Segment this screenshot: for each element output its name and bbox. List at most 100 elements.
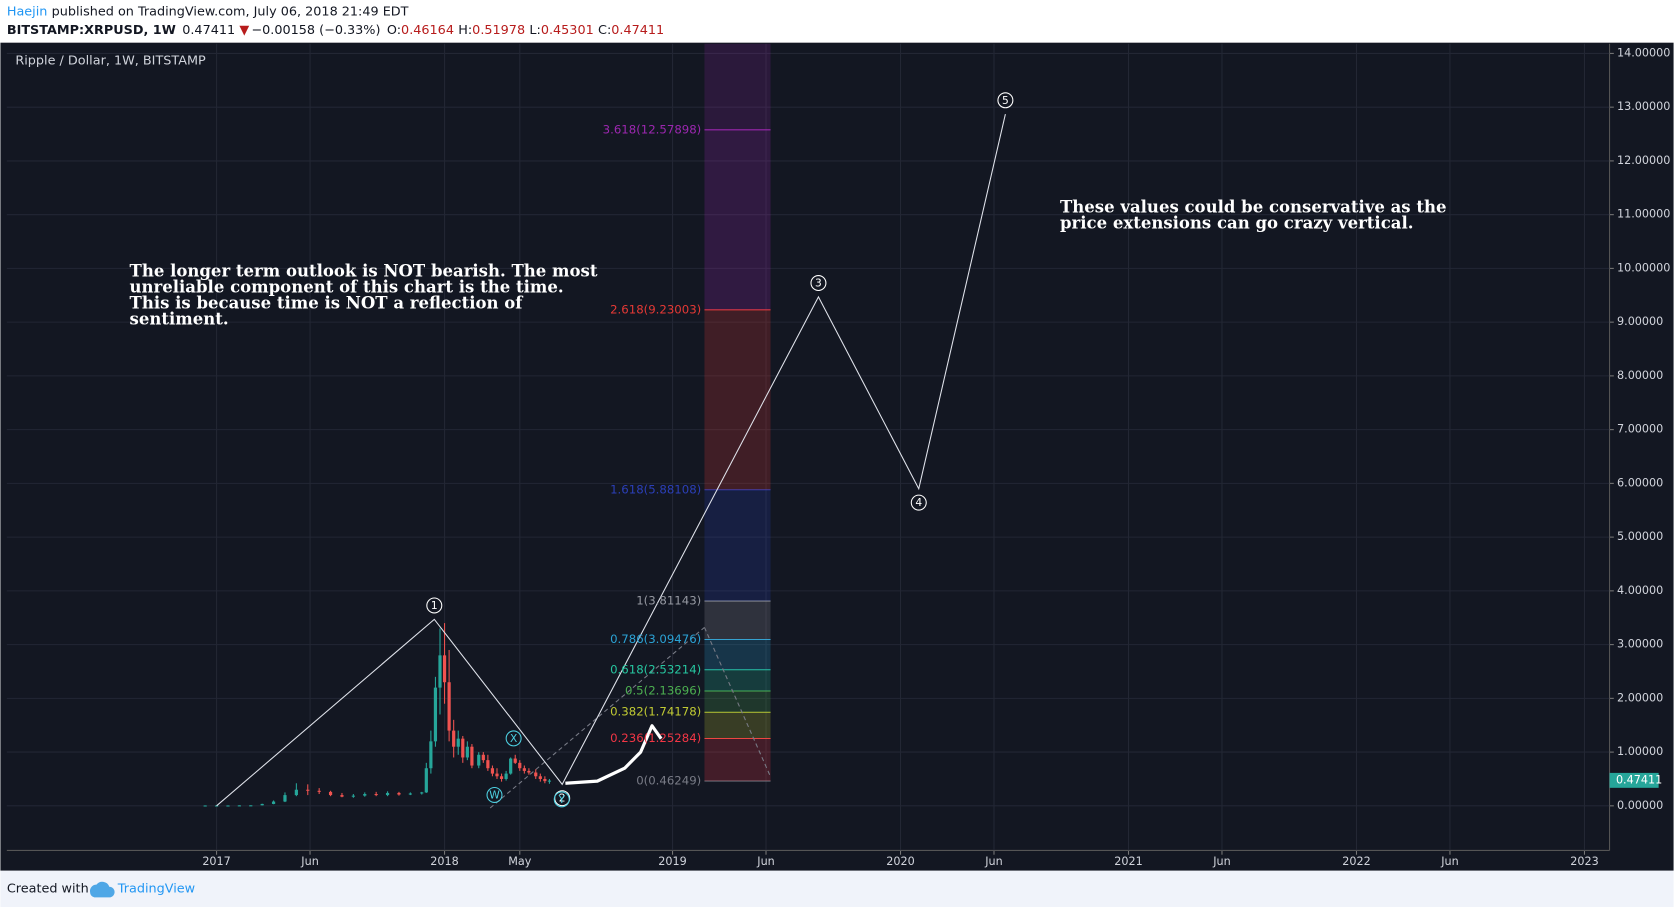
candle-body — [237, 805, 241, 807]
fib-zone — [704, 738, 771, 781]
candle-body — [260, 803, 264, 806]
x-tick-label: 2017 — [202, 855, 230, 868]
fib-label: 0.786(3.09476) — [610, 632, 701, 646]
candle-body — [499, 776, 504, 779]
corrective-circle — [553, 791, 570, 808]
candle-body — [317, 790, 321, 792]
fib-label: 0.5(2.13696) — [625, 683, 701, 697]
candle-body — [486, 760, 490, 769]
wave-label: 5 — [1002, 94, 1009, 107]
candle-body — [538, 776, 542, 779]
wave-label: 4 — [915, 496, 922, 509]
y-tick-label: 13.00000 — [1617, 100, 1670, 113]
candle-body — [271, 801, 276, 804]
fib-zone — [704, 309, 771, 490]
annotation: sentiment. — [130, 309, 229, 329]
candle-body — [518, 762, 522, 769]
y-tick-label: 2.00000 — [1617, 691, 1663, 704]
candle-body — [363, 794, 367, 796]
y-tick-label: 8.00000 — [1617, 369, 1663, 382]
wave-label: 1 — [431, 599, 438, 612]
candle-body — [408, 793, 412, 795]
footer-bg — [0, 870, 1674, 907]
corrective-label: Y — [557, 793, 565, 806]
fib-zone — [704, 129, 771, 310]
corrective-circle — [505, 730, 522, 747]
y-tick-label: 9.00000 — [1617, 315, 1663, 328]
annotation: These values could be conservative as th… — [1060, 197, 1447, 217]
candle-body — [397, 792, 401, 795]
candle-body — [420, 792, 424, 794]
candle-body — [490, 768, 495, 774]
fib-zone — [704, 43, 771, 130]
last-price-label: 0.47411 — [1616, 773, 1662, 786]
y-tick-label: 7.00000 — [1617, 423, 1663, 436]
annotation: This is because time is NOT a reflection… — [130, 293, 524, 313]
y-tick-label: 1.00000 — [1617, 745, 1663, 758]
annotation: The longer term outlook is NOT bearish. … — [130, 261, 598, 281]
y-tick-label: 6.00000 — [1617, 476, 1663, 489]
wave-label-circle — [810, 275, 827, 292]
x-tick-label: 2022 — [1342, 855, 1370, 868]
y-tick-label: 12.00000 — [1617, 154, 1670, 167]
candle-body — [438, 655, 442, 688]
x-tick-label: 2023 — [1570, 855, 1598, 868]
x-tick-label: 2021 — [1114, 855, 1142, 868]
publish-line: Haejin published on TradingView.com, July… — [7, 4, 409, 19]
brand[interactable]: TradingView — [117, 881, 195, 896]
candle-body — [527, 770, 531, 773]
candle-body — [534, 772, 538, 777]
fib-label: 0.236(1.25284) — [610, 731, 701, 745]
trend-line — [489, 627, 705, 809]
candle-body — [429, 741, 433, 769]
x-tick-label: Jun — [1440, 855, 1458, 868]
y-tick-label: 14.00000 — [1617, 46, 1670, 59]
trend-line — [703, 627, 772, 778]
chart-title: Ripple / Dollar, 1W, BITSTAMP — [15, 53, 206, 68]
fib-zone — [704, 489, 771, 601]
wave-label-circle — [997, 92, 1014, 109]
candle-body — [513, 758, 517, 763]
candle-body — [385, 792, 390, 796]
y-tick-label: 0.00000 — [1617, 799, 1663, 812]
plot — [6, 43, 1610, 851]
candle-body — [481, 754, 485, 761]
candle-body — [203, 805, 207, 807]
y-tick-label: 11.00000 — [1617, 208, 1670, 221]
candle-body — [495, 773, 499, 777]
ohlc-label: O: — [387, 22, 401, 37]
candle-body — [214, 805, 219, 807]
candle-body — [294, 789, 298, 796]
fib-label: 0.382(1.74178) — [610, 705, 701, 719]
candle-body — [226, 805, 230, 807]
y-tick-label: 4.00000 — [1617, 584, 1663, 597]
candle-body — [522, 768, 526, 771]
y-tick-label: 5.00000 — [1617, 530, 1663, 543]
x-tick-label: 2018 — [430, 855, 458, 868]
corrective-label: W — [489, 789, 500, 802]
x-tick-label: 2020 — [886, 855, 914, 868]
corrective-circle — [486, 786, 503, 803]
candle-body — [442, 655, 447, 683]
candle-body — [306, 789, 310, 791]
candle-body — [433, 687, 438, 742]
y-tick-label: 10.00000 — [1617, 261, 1670, 274]
candle-body — [374, 794, 378, 796]
annotation: unreliable component of this chart is th… — [130, 277, 564, 297]
projection-curve — [565, 724, 663, 785]
tv-logo — [89, 881, 115, 898]
fib-label: 1(3.81143) — [636, 593, 701, 607]
fib-zone — [704, 600, 771, 640]
candle-body — [465, 746, 469, 758]
candle-body — [340, 795, 344, 797]
published: published on TradingView.com, July 06, 2… — [52, 4, 409, 19]
ohlc-label: H: — [458, 22, 472, 37]
author[interactable]: Haejin — [7, 4, 48, 19]
fib-label: 1.618(5.88108) — [610, 482, 701, 496]
candle-body — [424, 768, 428, 793]
symbol-line: BITSTAMP:XRPUSD, 1W 0.47411 ▼ −0.00158 (−0.… — [7, 22, 664, 37]
candle-body — [351, 795, 355, 797]
candle-body — [547, 780, 552, 782]
